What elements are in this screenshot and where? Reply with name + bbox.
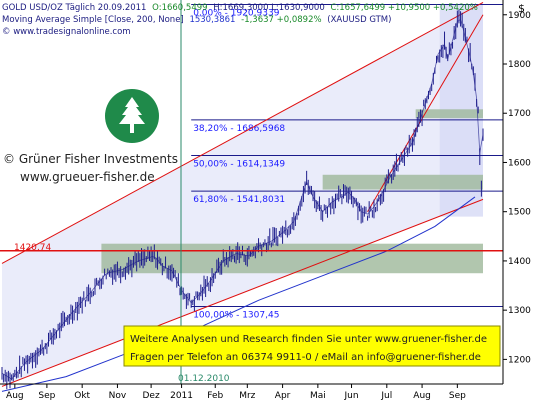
x-tick-label: Dez xyxy=(143,391,160,401)
tree-logo xyxy=(105,89,159,143)
y-tick-label: 1300 xyxy=(508,306,531,316)
y-axis-ticks: 1200 1300 1400 1500 1600 1700 1800 1900 xyxy=(503,11,531,365)
y-tick-label: 1700 xyxy=(508,109,531,119)
x-tick-label: Nov xyxy=(109,391,127,401)
price-group xyxy=(1,9,484,390)
channel-line-upper xyxy=(1,2,484,264)
y-tick-label: 1200 xyxy=(508,355,531,365)
moving-average-line xyxy=(1,196,476,392)
support-zone xyxy=(322,174,483,190)
x-tick-label: Mai xyxy=(310,391,326,401)
x-tick-label: Apr xyxy=(275,391,291,401)
fib-label: 0,00% - 1920,9339 xyxy=(193,8,280,18)
channel-line-lower xyxy=(1,198,484,387)
footer-line-1: Weitere Analysen und Research finden Sie… xyxy=(130,334,487,345)
footer-box: Weitere Analysen und Research finden Sie… xyxy=(123,325,501,367)
x-tick-label: 2011 xyxy=(170,391,193,401)
y-tick-label: 1800 xyxy=(508,60,531,70)
zone-group xyxy=(101,109,483,274)
brand-name: © Grüner Fisher Investments xyxy=(3,152,178,166)
x-axis-ticks: Aug Sep Okt Nov Dez 2011 Feb Mrz Apr Mai Jun Jul Aug… xyxy=(6,384,466,401)
x-tick-label: Aug xyxy=(6,391,24,401)
brand-url: www.grueuer-fisher.de xyxy=(20,170,155,184)
price-line xyxy=(1,19,484,380)
hline-label: 1420,74 xyxy=(14,243,51,253)
x-tick-label: Jun xyxy=(343,391,358,401)
date-marker-label: 01.12.2010 xyxy=(178,374,230,384)
header-line-1: GOLD USD/OZ Täglich 20.09.2011 O:1660,54… xyxy=(2,3,478,13)
y-tick-label: 1600 xyxy=(508,158,531,168)
fib-label: 50,00% - 1614,1349 xyxy=(193,160,285,170)
y-tick-label: 1500 xyxy=(508,208,531,218)
x-tick-label: Okt xyxy=(74,391,90,401)
trend-channel-shade xyxy=(2,2,483,387)
footer-line-2: Fragen per Telefon an 06374 9911-0 / eMa… xyxy=(130,352,481,363)
x-tick-label: Sep xyxy=(449,391,466,401)
ma-group xyxy=(1,196,476,392)
x-tick-label: Aug xyxy=(413,391,431,401)
fib-label: 38,20% - 1686,5968 xyxy=(193,124,285,134)
x-tick-label: Sep xyxy=(38,391,55,401)
y-tick-label: 1900 xyxy=(508,11,531,21)
fib-label: 100,00% - 1307,45 xyxy=(193,310,279,320)
y-tick-label: 1400 xyxy=(508,257,531,267)
support-zone xyxy=(415,109,483,119)
header-line-3: © www.tradesignalonline.com xyxy=(2,27,131,37)
support-zone xyxy=(101,243,483,274)
x-tick-label: Mrz xyxy=(239,391,255,401)
corner-symbol: $ xyxy=(518,2,525,15)
header-line-2: Moving Average Simple [Close, 200, None]… xyxy=(2,15,391,25)
fib-label: 61,80% - 1541,8031 xyxy=(193,195,285,205)
x-tick-label: Feb xyxy=(207,391,223,401)
x-tick-label: Jul xyxy=(380,391,392,401)
